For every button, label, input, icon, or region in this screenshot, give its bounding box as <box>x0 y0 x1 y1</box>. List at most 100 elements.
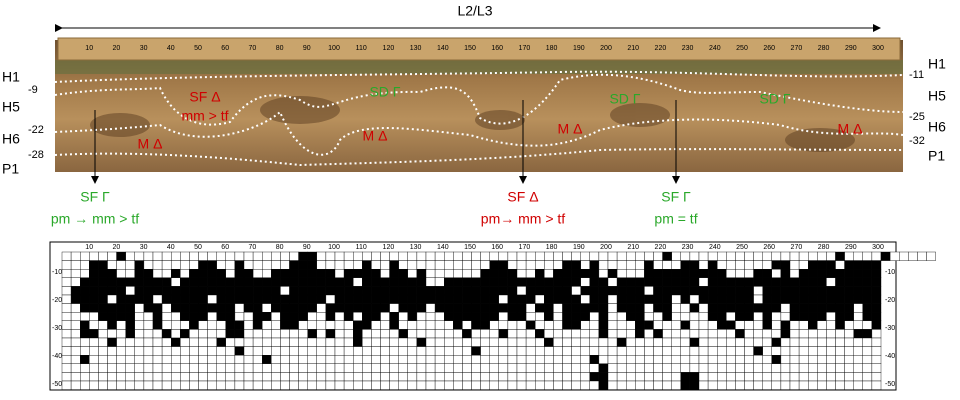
map-cell <box>516 320 527 330</box>
map-cell <box>698 269 709 279</box>
map-cell <box>371 277 381 287</box>
map-cell <box>307 363 318 373</box>
map-cell <box>798 312 809 322</box>
map-cell <box>698 251 709 261</box>
map-cell <box>744 372 754 382</box>
map-cell <box>298 363 308 373</box>
map-cell <box>434 277 445 287</box>
map-cell <box>607 294 618 304</box>
map-cell <box>553 380 563 390</box>
map-cell <box>607 337 618 347</box>
map-cell <box>853 337 864 347</box>
map-cell <box>98 260 108 270</box>
map-cell <box>653 337 663 347</box>
map-cell <box>507 269 518 279</box>
map-cell <box>853 346 864 356</box>
map-cell <box>544 260 554 270</box>
map-cell <box>407 312 418 322</box>
map-cell <box>689 380 700 390</box>
map-cell <box>798 269 809 279</box>
x-label: 150 <box>464 244 476 251</box>
map-cell <box>644 346 654 356</box>
map-cell <box>416 329 427 339</box>
map-cell <box>862 286 873 296</box>
map-cell <box>680 286 691 296</box>
map-cell <box>598 320 609 330</box>
map-cell <box>580 363 591 373</box>
map-cell <box>471 277 481 287</box>
map-cell <box>79 380 90 390</box>
map-cell <box>61 346 72 356</box>
map-cell <box>107 380 117 390</box>
map-cell <box>635 303 645 313</box>
map-cell <box>89 312 99 322</box>
map-cell <box>589 251 600 261</box>
map-cell <box>125 363 135 373</box>
map-cell <box>562 337 572 347</box>
map-cell <box>826 303 836 313</box>
map-cell <box>826 380 836 390</box>
map-cell <box>598 294 609 304</box>
map-cell <box>571 372 581 382</box>
map-cell <box>789 277 800 287</box>
map-cell <box>662 294 672 304</box>
map-cell <box>717 320 727 330</box>
map-cell <box>353 260 363 270</box>
map-cell <box>389 337 399 347</box>
map-cell <box>780 380 791 390</box>
map-cell <box>125 294 135 304</box>
x-label: 50 <box>194 244 202 251</box>
map-cell <box>125 260 135 270</box>
map-cell <box>170 286 181 296</box>
map-cell <box>434 380 445 390</box>
map-cell <box>635 363 645 373</box>
map-cell <box>753 312 763 322</box>
map-cell <box>471 380 481 390</box>
map-cell <box>817 303 827 313</box>
map-cell <box>544 355 554 365</box>
map-cell <box>152 251 163 261</box>
y-label: -40 <box>52 353 62 360</box>
x-label: 270 <box>791 244 803 251</box>
map-cell <box>653 277 663 287</box>
map-cell <box>835 251 845 261</box>
map-cell <box>480 337 490 347</box>
map-cell <box>744 269 754 279</box>
map-cell <box>416 312 427 322</box>
map-cell <box>425 337 436 347</box>
map-cell <box>817 380 827 390</box>
map-cell <box>79 312 90 322</box>
map-cell <box>161 303 172 313</box>
map-cell <box>644 363 654 373</box>
map-cell <box>844 329 854 339</box>
map-cell <box>398 355 409 365</box>
map-cell <box>744 337 754 347</box>
map-cell <box>589 363 600 373</box>
map-cell <box>89 277 99 287</box>
map-cell <box>535 303 545 313</box>
map-cell <box>170 320 181 330</box>
map-cell <box>735 346 745 356</box>
map-cell <box>416 251 427 261</box>
map-cell <box>243 294 254 304</box>
map-cell <box>817 363 827 373</box>
map-cell <box>134 355 145 365</box>
map-cell <box>280 380 290 390</box>
map-cell <box>853 380 864 390</box>
annotation: M Δ <box>363 128 388 144</box>
x-label: 250 <box>736 244 748 251</box>
map-cell <box>262 251 272 261</box>
map-cell <box>198 346 208 356</box>
x-label: 230 <box>682 244 694 251</box>
map-cell <box>89 251 99 261</box>
map-cell <box>516 363 527 373</box>
map-cell <box>862 312 873 322</box>
map-cell <box>116 372 126 382</box>
map-cell <box>507 303 518 313</box>
map-cell <box>152 312 163 322</box>
map-cell <box>116 269 126 279</box>
map-cell <box>753 303 763 313</box>
map-cell <box>198 303 208 313</box>
map-cell <box>79 260 90 270</box>
map-cell <box>398 329 409 339</box>
